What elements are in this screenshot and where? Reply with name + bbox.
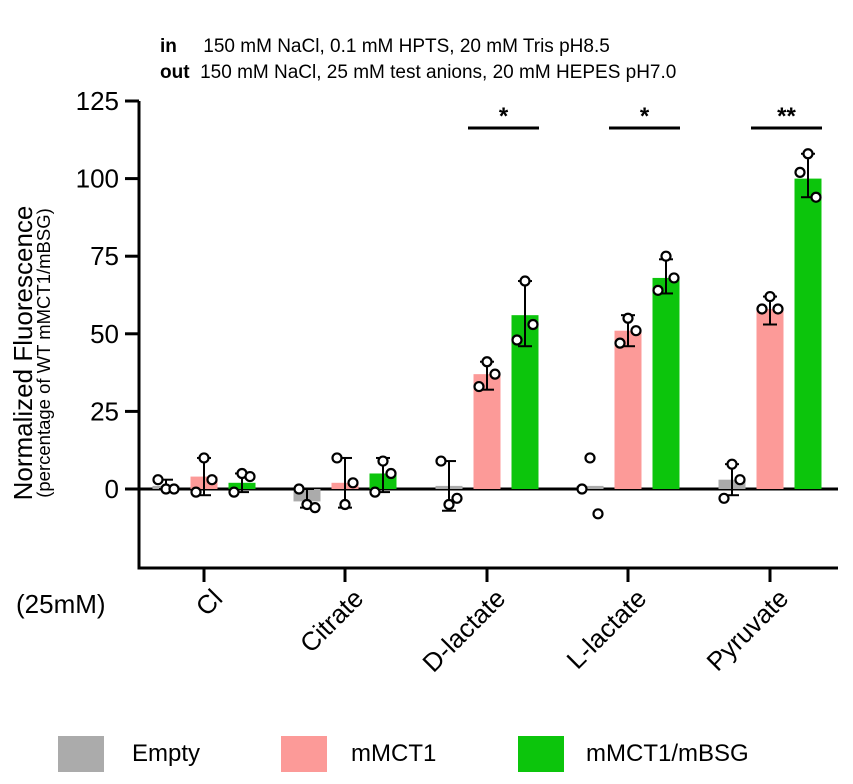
data-point-empty-citrate: [293, 483, 305, 495]
data-point-mmct1-d-lactate: [489, 368, 501, 380]
data-point-mmct1-l-lactate: [614, 337, 626, 349]
y-axis-subtitle: (percentage of WT mMCT1/mBSG): [33, 208, 54, 498]
data-point-mmct1-mbsg-d-lactate: [519, 275, 531, 287]
data-point-mmct1-mbsg-d-lactate: [511, 334, 523, 346]
significance-label-l-lactate: *: [640, 103, 650, 130]
data-point-mmct1-mbsg-l-lactate: [652, 284, 664, 296]
legend-label-empty: Empty: [132, 740, 201, 767]
data-point-empty-l-lactate: [592, 508, 604, 520]
legend-item-empty: Empty: [58, 734, 200, 774]
x-tick-label-cl: Cl: [190, 583, 229, 622]
data-point-mmct1-mbsg-pyruvate: [802, 148, 814, 160]
data-point-empty-d-lactate: [443, 498, 455, 511]
condition-out-text: 150 mM NaCl, 25 mM test anions, 20 mM HE…: [200, 62, 677, 83]
data-point-mmct1-mbsg-citrate: [377, 455, 389, 467]
legend-label-mmct1: mMCT1: [351, 740, 437, 767]
bar-empty-l-lactate: [576, 485, 604, 489]
data-point-mmct1-cl: [198, 452, 210, 464]
significance-label-d-lactate: *: [499, 103, 509, 130]
y-tick-label-25: 25: [90, 396, 119, 426]
y-axis-title: Normalized Fluorescence: [8, 206, 38, 501]
data-point-mmct1-mbsg-d-lactate: [527, 318, 539, 331]
data-point-mmct1-cl: [206, 474, 218, 486]
data-point-mmct1-citrate: [347, 477, 359, 489]
x-tick-label-d-lactate: D-lactate: [416, 583, 511, 678]
bar-mmct1-l-lactate: [614, 330, 642, 489]
legend-label-mmct1-mbsg: mMCT1/mBSG: [586, 740, 749, 767]
data-point-empty-l-lactate: [584, 452, 596, 464]
data-point-empty-l-lactate: [576, 483, 588, 495]
data-point-mmct1-mbsg-citrate: [385, 467, 397, 480]
data-point-mmct1-d-lactate: [473, 380, 485, 393]
significance-label-pyruvate: **: [777, 103, 796, 130]
bar-mmct1-d-lactate: [473, 374, 501, 489]
y-tick-label-0: 0: [105, 474, 119, 504]
data-point-empty-d-lactate: [435, 455, 447, 467]
bar-mmct1-mbsg-l-lactate: [652, 277, 680, 489]
data-point-mmct1-l-lactate: [630, 325, 642, 337]
condition-in-label: in: [160, 36, 177, 57]
data-point-empty-d-lactate: [451, 492, 463, 504]
data-point-mmct1-cl: [190, 486, 202, 498]
data-point-mmct1-pyruvate: [756, 303, 768, 315]
data-point-mmct1-d-lactate: [481, 356, 493, 368]
condition-out-label: out: [160, 62, 190, 83]
data-point-mmct1-mbsg-cl: [244, 470, 256, 483]
data-point-empty-pyruvate: [734, 474, 746, 486]
data-point-mmct1-mbsg-pyruvate: [794, 166, 806, 178]
condition-in: in 150 mM NaCl, 0.1 mM HPTS, 20 mM Tris …: [160, 36, 610, 58]
y-tick-label-125: 125: [76, 86, 119, 116]
data-point-empty-cl: [168, 483, 180, 495]
condition-in-text: 150 mM NaCl, 0.1 mM HPTS, 20 mM Tris pH8…: [203, 36, 610, 57]
data-point-mmct1-citrate: [339, 498, 351, 511]
data-point-empty-pyruvate: [726, 458, 738, 470]
data-point-mmct1-mbsg-l-lactate: [668, 272, 680, 284]
data-point-mmct1-l-lactate: [622, 312, 634, 324]
data-point-mmct1-mbsg-cl: [228, 486, 240, 498]
legend-item-mmct1-mbsg: mMCT1/mBSG: [518, 734, 749, 774]
data-point-mmct1-pyruvate: [764, 290, 776, 303]
data-point-empty-cl: [152, 474, 164, 486]
data-point-empty-pyruvate: [718, 492, 730, 504]
data-point-mmct1-citrate: [331, 452, 343, 464]
y-tick-label-75: 75: [90, 241, 119, 271]
data-point-mmct1-mbsg-citrate: [369, 486, 381, 498]
bar-mmct1-pyruvate: [756, 308, 784, 489]
data-point-mmct1-mbsg-l-lactate: [660, 250, 672, 262]
condition-out: out 150 mM NaCl, 25 mM test anions, 20 m…: [160, 62, 676, 84]
data-point-empty-citrate: [309, 502, 321, 514]
legend-swatch-mmct1-mbsg: [518, 736, 564, 772]
data-point-mmct1-pyruvate: [772, 303, 784, 315]
x-tick-label-citrate: Citrate: [294, 583, 369, 658]
x-axis-prefix: (25mM): [16, 589, 106, 619]
legend-item-mmct1: mMCT1: [281, 734, 436, 774]
legend-swatch-mmct1: [281, 736, 327, 772]
x-tick-label-l-lactate: L-lactate: [561, 583, 653, 675]
x-tick-label-pyruvate: Pyruvate: [700, 583, 794, 677]
y-tick-label-100: 100: [76, 164, 119, 194]
data-point-mmct1-mbsg-pyruvate: [810, 191, 822, 203]
legend-swatch-empty: [58, 736, 104, 772]
y-tick-label-50: 50: [90, 319, 119, 349]
bar-mmct1-mbsg-pyruvate: [794, 178, 822, 489]
